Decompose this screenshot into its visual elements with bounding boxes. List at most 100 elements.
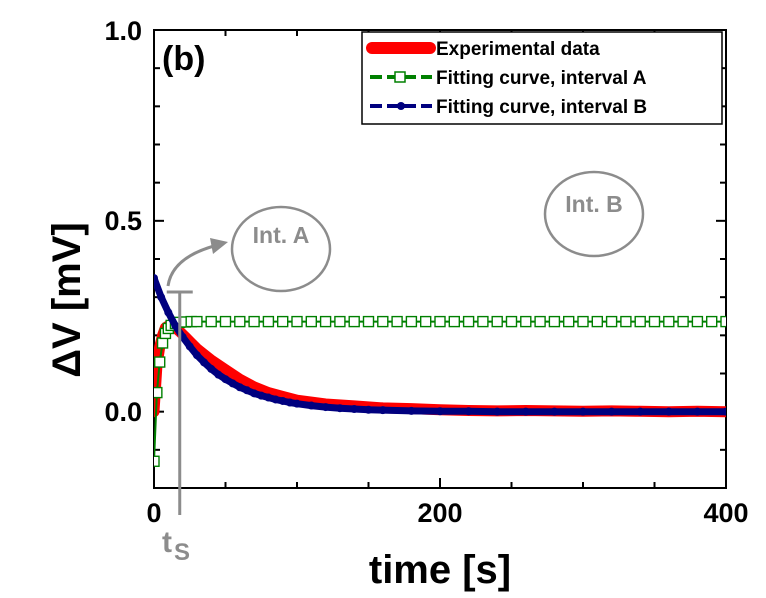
series-fit-a-point — [706, 315, 718, 328]
series-fit-a-point — [434, 315, 446, 328]
series-fit-a-point — [334, 315, 346, 328]
series-fit-b-point — [207, 364, 216, 373]
series-fit-b-point — [235, 383, 244, 392]
series-fit-a-point — [477, 315, 489, 328]
series-fit-a-point — [691, 315, 704, 328]
series-fit-a-point — [362, 315, 375, 328]
series-fit-b-point — [192, 351, 201, 360]
series-fit-a-point — [154, 455, 160, 467]
series-layer — [154, 274, 726, 467]
series-fit-a-point — [420, 315, 432, 328]
annotation-arrow — [166, 238, 228, 287]
series-fit-b-point — [228, 379, 237, 388]
annotation-int-a: Int. A — [230, 205, 332, 293]
series-fit-b-point — [607, 407, 616, 416]
ts-marker: t S — [162, 290, 193, 566]
series-fit-b-point — [185, 342, 194, 351]
series-fit-b-point — [493, 407, 502, 416]
series-fit-b-point — [693, 407, 702, 416]
int-b-circle — [543, 170, 645, 258]
series-fit-a-point — [377, 315, 389, 328]
series-fit-a-point — [620, 315, 632, 328]
series-fit-a-point — [548, 315, 561, 328]
series-fit-a-point — [391, 315, 403, 328]
series-fit-a-point — [219, 315, 232, 328]
series-fit-b-point — [154, 274, 158, 283]
series-fit-a-point — [319, 315, 332, 328]
series-fit-a-point — [448, 315, 460, 328]
legend-label-experimental: Experimental data — [436, 39, 600, 60]
series-fit-a-point — [634, 315, 646, 328]
series-fit-a-point — [154, 386, 163, 399]
series-fit-b-point — [378, 406, 387, 415]
series-fit-b-point — [664, 407, 673, 416]
series-fit-b-point — [579, 407, 587, 416]
series-fit-b-point — [271, 395, 280, 404]
y-axis-title: ΔV [mV] — [45, 222, 89, 377]
series-fit-a-point — [605, 315, 618, 328]
y-tick-labels: 1.0 0.5 0.0 — [104, 16, 142, 427]
series-fit-a-point — [277, 315, 289, 328]
series-fit-a-point — [405, 315, 418, 328]
series-fit-a-point — [248, 315, 260, 328]
legend-entry-fit-b: Fitting curve, interval B — [370, 97, 647, 118]
legend-swatch-fit-a-marker — [394, 71, 406, 83]
series-fit-a-point — [563, 315, 575, 328]
legend-entry-fit-a: Fitting curve, interval A — [370, 68, 647, 89]
legend-label-fit-a: Fitting curve, interval A — [436, 68, 647, 89]
series-fit-b-point — [550, 407, 559, 416]
x-tick-label-400: 400 — [703, 498, 748, 528]
legend-entry-experimental: Experimental data — [366, 39, 600, 60]
series-fit-b-line — [154, 274, 726, 416]
series-fit-b-point — [285, 398, 294, 407]
series-fit-a-point — [156, 337, 169, 349]
series-fit-b-point — [321, 403, 330, 412]
int-a-circle — [230, 205, 332, 293]
series-fit-a-point — [191, 315, 203, 328]
series-fit-a-point — [462, 315, 475, 328]
series-fit-b-point — [171, 321, 180, 330]
series-fit-b-point — [350, 404, 359, 413]
x-tick-labels: 0 200 400 — [146, 498, 748, 528]
series-fit-a-point — [234, 315, 246, 328]
series-fit-b-point — [164, 308, 173, 317]
legend-label-fit-b: Fitting curve, interval B — [436, 97, 647, 118]
series-fit-a-line — [154, 320, 726, 462]
arrowhead — [210, 238, 228, 254]
series-fit-a-point — [520, 315, 532, 328]
series-fit-a-point — [491, 315, 503, 328]
panel-label: (b) — [162, 40, 205, 78]
series-fit-b-point — [293, 399, 301, 408]
series-fit-b-point — [250, 389, 259, 398]
series-fit-b-point — [464, 407, 473, 416]
series-fit-b-point — [436, 407, 444, 416]
series-fit-a-point — [677, 315, 689, 328]
series-fit-b-point — [221, 375, 230, 384]
series-fit-a-point — [291, 315, 303, 328]
series-fit-b-point — [335, 404, 344, 413]
series-fit-b-point — [407, 406, 416, 415]
series-fit-a-point — [591, 315, 603, 328]
series-experimental-line — [154, 320, 726, 418]
legend: Experimental data Fitting curve, interva… — [361, 31, 723, 125]
series-fit-a-point — [720, 315, 726, 328]
arrow-path — [166, 244, 215, 287]
series-fit-a-point — [534, 315, 546, 328]
y-tick-label-05: 0.5 — [104, 206, 142, 236]
series-fit-b-point — [264, 393, 273, 402]
ts-label: t — [162, 526, 172, 559]
series-fit-b-point — [200, 358, 209, 367]
series-fit-a-point — [305, 315, 317, 328]
int-a-label: Int. A — [253, 222, 310, 248]
series-fit-a-point — [205, 315, 217, 328]
x-axis-title: time [s] — [369, 548, 511, 592]
x-tick-label-0: 0 — [146, 498, 161, 528]
series-fit-a-point — [348, 315, 360, 328]
series-fit-a-point — [262, 315, 275, 328]
series-fit-a-point — [577, 315, 589, 328]
series-fit-b-point — [722, 407, 726, 416]
y-tick-label-0: 0.0 — [104, 397, 142, 427]
int-b-label: Int. B — [565, 191, 623, 217]
annotation-int-b: Int. B — [543, 170, 645, 258]
